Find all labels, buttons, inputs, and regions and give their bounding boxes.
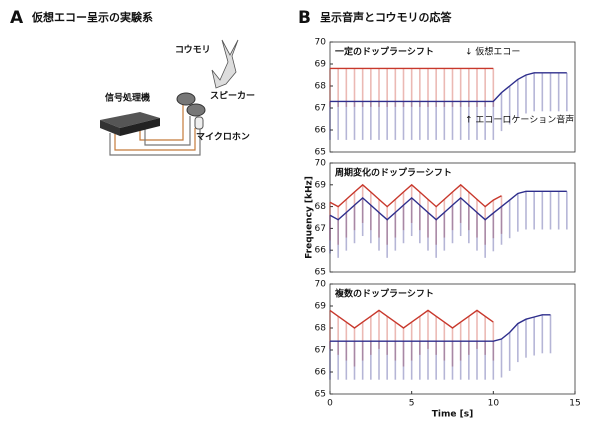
series-line xyxy=(329,190,567,221)
label: スピーカー xyxy=(210,90,255,102)
x-tick-label: 15 xyxy=(569,399,580,409)
y-tick-label: 69 xyxy=(315,302,327,312)
speaker xyxy=(186,103,206,117)
speaker xyxy=(176,92,196,106)
panel-letter: B xyxy=(298,8,311,28)
label: コウモリ xyxy=(175,45,211,56)
label: マイクロホン xyxy=(196,132,250,143)
y-tick-label: 68 xyxy=(315,324,327,334)
wire xyxy=(109,128,201,156)
x-axis-label: Time [s] xyxy=(432,410,473,420)
chart-title: 一定のドップラーシフト xyxy=(335,46,434,58)
processor-side xyxy=(100,120,120,136)
x-tick-label: 10 xyxy=(488,399,500,409)
y-tick-label: 69 xyxy=(315,180,327,190)
series-line xyxy=(329,183,502,208)
x-tick-label: 0 xyxy=(327,399,333,409)
panel-a: A 仮想エコー呈示の実験系 コウモリ スピーカー 信号処理機 マイクロホン xyxy=(10,8,255,156)
annotation: ↓ 仮想エコー xyxy=(465,46,520,58)
series-line xyxy=(330,314,551,342)
y-tick-label: 70 xyxy=(315,38,327,48)
y-tick-label: 65 xyxy=(315,148,326,158)
y-axis-label: Frequency [kHz] xyxy=(305,176,315,259)
chart-title: 複数のドップラーシフト xyxy=(334,288,434,300)
processor-top xyxy=(100,112,160,128)
y-tick-label: 70 xyxy=(315,159,327,169)
microphone xyxy=(194,116,204,130)
y-tick-label: 66 xyxy=(315,246,327,256)
y-tick-label: 66 xyxy=(315,368,327,378)
plot-area xyxy=(329,283,576,395)
y-tick-label: 67 xyxy=(315,104,326,114)
wire xyxy=(144,116,191,146)
panel-title: 呈示音声とコウモリの応答 xyxy=(320,10,453,24)
y-tick-label: 66 xyxy=(315,126,327,136)
y-tick-label: 68 xyxy=(315,82,327,92)
y-tick-label: 67 xyxy=(315,346,326,356)
chart-title: 周期変化のドップラーシフト xyxy=(335,167,452,179)
y-tick-label: 70 xyxy=(315,280,327,290)
wire xyxy=(114,128,196,151)
bat xyxy=(211,39,239,89)
plot-area xyxy=(329,162,576,273)
panel-letter: A xyxy=(10,8,24,28)
series-line xyxy=(329,309,494,329)
y-tick-label: 65 xyxy=(315,268,326,278)
series-line xyxy=(330,72,567,103)
plot-area xyxy=(329,41,576,153)
label: 信号処理機 xyxy=(105,92,150,104)
y-tick-label: 67 xyxy=(315,224,326,234)
processor-front xyxy=(120,118,160,136)
y-tick-label: 69 xyxy=(315,60,327,70)
y-tick-label: 65 xyxy=(315,390,326,400)
wire xyxy=(139,105,184,141)
panel-title: 仮想エコー呈示の実験系 xyxy=(31,10,153,24)
y-tick-label: 68 xyxy=(315,202,327,212)
x-tick-label: 5 xyxy=(409,399,415,409)
annotation: ↑ エコーロケーション音声 xyxy=(465,114,574,126)
